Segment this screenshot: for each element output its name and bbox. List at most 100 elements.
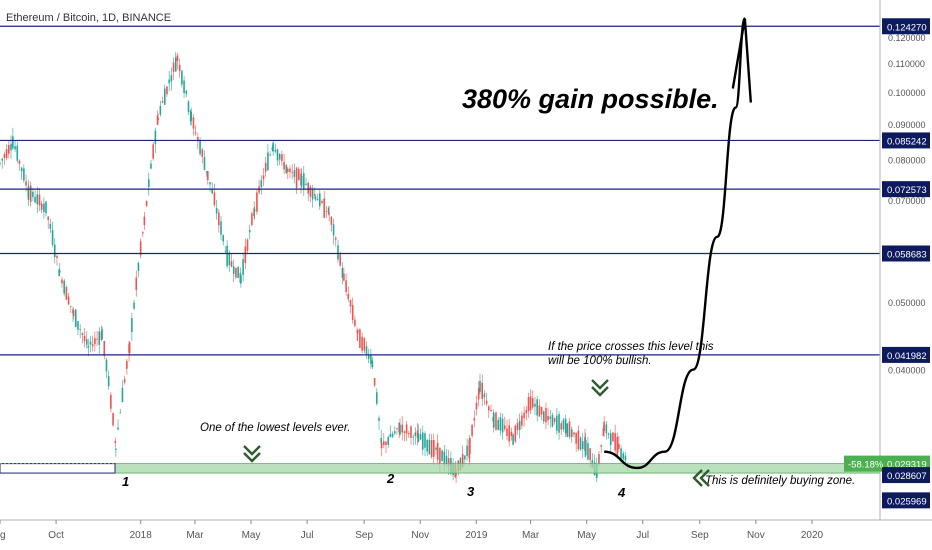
support-zone-layer	[0, 463, 881, 474]
candle-body	[618, 443, 620, 449]
price-level-label-text: 0.028607	[887, 471, 927, 482]
candle-body	[260, 180, 263, 188]
candle-body	[114, 441, 117, 443]
candle-body	[183, 80, 185, 93]
candle-body	[399, 424, 401, 435]
candle-body	[143, 216, 146, 226]
candle-body	[481, 382, 483, 400]
candle-body	[424, 433, 426, 448]
candle-body	[29, 185, 32, 203]
candle-body	[605, 424, 608, 434]
candle-body	[343, 273, 345, 281]
candle-body	[285, 164, 288, 174]
point-label: 3	[467, 484, 475, 499]
candle-body	[387, 437, 390, 445]
candle-body	[351, 305, 354, 320]
candle-body	[408, 432, 410, 435]
candle-body	[566, 423, 569, 437]
candle-body	[475, 402, 478, 410]
candle-body	[137, 262, 140, 271]
candle-body	[187, 101, 190, 112]
price-level-label-bg	[882, 132, 930, 149]
candle-body	[43, 203, 45, 212]
candle-body	[536, 399, 538, 416]
candle-body	[534, 403, 536, 407]
candle-body	[101, 329, 103, 340]
candle-body	[354, 319, 356, 326]
price-level-label-bg	[882, 467, 930, 484]
support-zone-outline	[0, 463, 116, 474]
candle-body	[417, 433, 420, 443]
lowest-level-note: One of the lowest levels ever.	[200, 422, 350, 434]
candle-body	[34, 196, 36, 203]
candle-body	[213, 192, 216, 205]
candle-body	[150, 163, 152, 169]
candle-body	[410, 426, 412, 438]
candle-body	[65, 286, 68, 300]
candle-body	[166, 86, 168, 95]
candle-body	[570, 429, 573, 437]
price-level-lines	[0, 25, 880, 356]
candle-body	[311, 188, 314, 200]
candle-body	[466, 445, 468, 456]
candle-body	[365, 346, 368, 355]
price-tick-label: 0.110000	[888, 59, 925, 69]
candle-body	[262, 175, 265, 180]
candle-body	[316, 199, 319, 201]
candle-body	[154, 130, 157, 145]
candle-body	[589, 448, 591, 461]
candle-body	[237, 266, 239, 278]
candle-body	[414, 432, 417, 436]
candle-body	[603, 421, 605, 431]
price-level-label-text: 0.041982	[887, 351, 927, 362]
candle-body	[516, 422, 519, 431]
candle-body	[367, 355, 370, 359]
candle-body	[600, 445, 602, 447]
change-tag-bg	[844, 455, 882, 472]
price-tick-label: 0.050000	[888, 298, 926, 308]
candle-body	[518, 420, 521, 430]
candle-body	[69, 305, 72, 307]
candle-body	[203, 157, 206, 170]
candle-body	[305, 183, 307, 185]
time-tick-label: Sep	[691, 530, 709, 541]
candle-body	[74, 309, 77, 327]
headline-annotation: 380% gain possible.	[462, 84, 719, 114]
candle-body	[347, 294, 350, 300]
candle-body	[568, 421, 571, 437]
candle-body	[587, 443, 589, 460]
candle-body	[538, 405, 541, 417]
candle-body	[300, 175, 303, 187]
candle-body	[356, 329, 359, 334]
candle-body	[91, 344, 94, 347]
candle-body	[25, 181, 27, 186]
candle-body	[56, 256, 58, 258]
candle-body	[128, 342, 131, 353]
candle-body	[240, 275, 242, 284]
candle-body	[107, 376, 110, 387]
candle-body	[12, 136, 14, 149]
candle-body	[525, 410, 528, 414]
candle-body	[161, 101, 164, 103]
candle-body	[147, 179, 150, 188]
candle-body	[215, 207, 218, 214]
candle-body	[201, 149, 204, 157]
candle-body	[435, 447, 437, 450]
candle-body	[575, 432, 577, 444]
candle-body	[205, 171, 208, 173]
candle-body	[412, 436, 414, 438]
candle-body	[441, 450, 443, 462]
candle-body	[218, 212, 220, 226]
candle-body	[521, 415, 523, 426]
price-level-label-text: 0.124270	[887, 22, 927, 33]
chart-title: Ethereum / Bitcoin, 1D, BINANCE	[6, 12, 172, 24]
candle-body	[479, 380, 481, 392]
candle-body	[67, 296, 70, 305]
candle-body	[45, 201, 47, 214]
candle-body	[514, 425, 517, 442]
candle-body	[72, 310, 75, 317]
change-tag-text: -58.18%	[848, 460, 884, 471]
candle-body	[341, 267, 344, 278]
candle-body	[443, 451, 446, 465]
